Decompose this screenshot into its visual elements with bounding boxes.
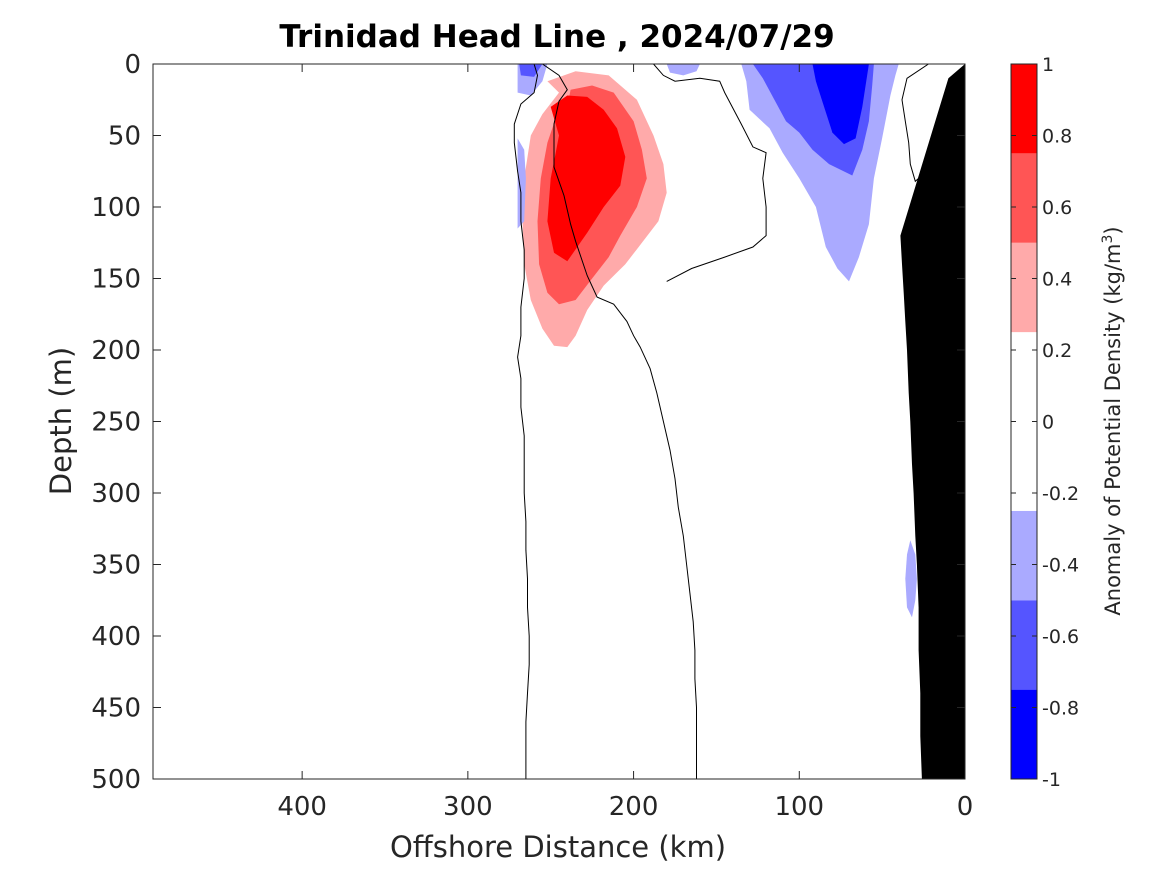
colorbar-swatch: [1011, 64, 1037, 154]
colorbar-tick-label: -0.8: [1042, 698, 1079, 720]
bathymetry-layer: [900, 64, 965, 779]
x-tick-label: 200: [609, 792, 659, 822]
colorbar-swatch: [1011, 600, 1037, 690]
bathymetry-seafloor: [900, 64, 965, 779]
plot-area: [152, 63, 966, 780]
negative-anomaly-nearshore-strong: [812, 64, 869, 145]
y-tick-label: 100: [91, 193, 141, 223]
y-tick-label: 500: [91, 765, 141, 795]
colorbar-tick-label: 0.2: [1042, 340, 1072, 362]
x-tick-label: 0: [957, 792, 974, 822]
colorbar-swatch: [1011, 689, 1037, 779]
colorbar-tick-label: 0.6: [1042, 197, 1072, 219]
colorbar-tick-label: -0.4: [1042, 555, 1079, 577]
zero-contour-upper-bulge: [653, 64, 767, 282]
x-axis-label: Offshore Distance (km): [390, 830, 726, 864]
colorbar-tick-label: 1: [1042, 54, 1054, 76]
colorbar-tick-label: 0.8: [1042, 126, 1072, 148]
chart-title: Trinidad Head Line , 2024/07/29: [279, 19, 834, 55]
positive-anomaly-strong: [547, 95, 626, 262]
colorbar-tick-label: 0.4: [1042, 269, 1072, 291]
y-tick-label: 350: [91, 551, 141, 581]
y-tick-label: 50: [108, 122, 141, 152]
zero-contours: [513, 64, 933, 779]
y-tick-label: 450: [91, 694, 141, 724]
x-tick-label: 300: [443, 792, 493, 822]
zero-contour-inner: [542, 64, 697, 779]
negative-anomaly-deep-light: [905, 540, 917, 618]
colorbar-label-close: ): [1101, 226, 1125, 234]
y-axis-label: Depth (m): [44, 347, 78, 495]
y-tick-label: 150: [91, 265, 141, 295]
colorbar: -1 -0.8 -0.6 -0.4 -0.2 0 0.2 0.4 0.6 0.8 1: [1010, 54, 1079, 791]
colorbar-tick-label: -0.6: [1042, 626, 1079, 648]
colorbar-tick-label: -1: [1042, 769, 1061, 791]
x-axis: 400 300 200 100 0: [277, 64, 973, 822]
y-axis: 0 50 100 150 200 250 300 350 400 450 500: [91, 50, 965, 795]
negative-anomaly-top-center-light: [666, 64, 700, 76]
colorbar-swatch: [1011, 510, 1037, 601]
y-tick-label: 0: [124, 50, 141, 80]
colorbar-label-text: Anomaly of Potential Density (kg/m: [1101, 244, 1125, 616]
negative-anomaly-flank-light: [517, 138, 526, 229]
colorbar-label: Anomaly of Potential Density (kg/m3): [1100, 226, 1125, 615]
y-tick-label: 300: [91, 479, 141, 509]
colorbar-tick-label: 0: [1042, 412, 1054, 434]
zero-contour-offshore: [513, 64, 539, 779]
y-tick-label: 200: [91, 336, 141, 366]
negative-anomaly-upper-left-medium: [519, 64, 543, 77]
colorbar-tick-label: -0.2: [1042, 483, 1079, 505]
colorbar-swatch: [1011, 242, 1037, 333]
colorbar-label-superscript: 3: [1100, 235, 1116, 244]
x-tick-label: 400: [277, 792, 327, 822]
colorbar-swatch: [1011, 153, 1037, 243]
anomaly-regions: [517, 64, 917, 618]
y-tick-label: 250: [91, 408, 141, 438]
y-tick-label: 400: [91, 622, 141, 652]
x-tick-label: 100: [774, 792, 824, 822]
